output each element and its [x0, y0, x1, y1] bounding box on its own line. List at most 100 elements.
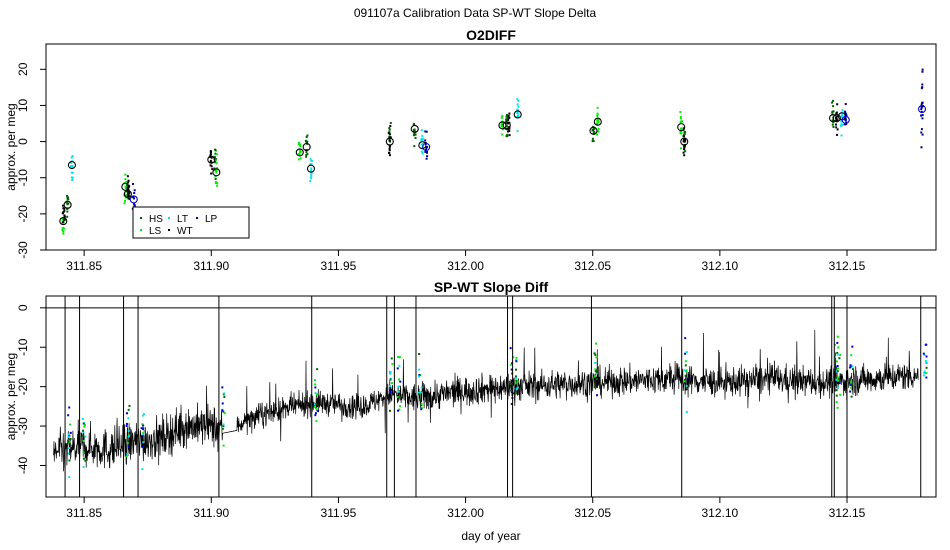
data-point-hs	[66, 198, 69, 201]
group-mean-marker	[67, 161, 76, 170]
spike-marker	[316, 409, 319, 412]
data-point-lp	[844, 118, 847, 121]
spike-marker	[390, 389, 393, 392]
spike-marker	[141, 423, 144, 426]
data-point-hs	[389, 122, 392, 125]
data-point-hs	[214, 177, 217, 180]
data-point-lp	[424, 150, 427, 153]
spike-marker	[398, 408, 401, 411]
data-point-ls	[680, 147, 683, 150]
spike-marker	[127, 417, 130, 420]
spike-marker	[924, 360, 927, 363]
data-point-lt	[70, 171, 73, 174]
spike-marker	[922, 352, 925, 355]
data-point-wt	[387, 132, 390, 135]
data-point-hs	[388, 128, 391, 131]
spike-marker	[593, 375, 596, 378]
spike-marker	[836, 376, 839, 379]
data-point-hs	[213, 148, 216, 151]
spike-marker	[510, 368, 513, 371]
data-point-ls	[298, 141, 301, 144]
data-point-ls	[595, 133, 598, 136]
data-point-lt	[421, 139, 424, 142]
group-mean-marker	[418, 141, 427, 150]
spike-marker	[683, 369, 686, 372]
data-point-wt	[835, 111, 838, 114]
spike-marker	[397, 355, 400, 358]
data-point-ls	[123, 199, 126, 202]
data-point-wt	[63, 214, 66, 217]
data-point-hs	[506, 133, 509, 136]
data-point-wt	[388, 147, 391, 150]
spike-marker	[684, 364, 687, 367]
data-point-ls	[123, 202, 126, 205]
data-point-lt	[71, 164, 74, 167]
data-point-hs	[412, 122, 415, 125]
data-point-lp	[921, 133, 924, 136]
data-point-wt	[388, 154, 391, 157]
data-point-ls	[214, 159, 217, 162]
spike-marker	[835, 367, 838, 370]
data-point-hs	[66, 203, 69, 206]
data-point-ls	[125, 180, 128, 183]
data-point-lt	[71, 166, 74, 169]
data-point-lt	[516, 108, 519, 111]
data-point-wt	[209, 159, 212, 162]
spike-marker	[851, 381, 854, 384]
spike-marker	[685, 384, 688, 387]
legend-marker-hs	[140, 217, 142, 219]
spike-marker	[835, 370, 838, 373]
y-tick-label: -30	[16, 417, 30, 435]
spike-marker	[836, 386, 839, 389]
spike-marker	[397, 390, 400, 393]
spike-marker	[389, 370, 392, 373]
spike-marker	[418, 353, 421, 356]
spike-marker	[925, 366, 928, 369]
data-point-hs	[505, 115, 508, 118]
data-point-wt	[62, 204, 65, 207]
data-point-ls	[680, 127, 683, 130]
data-point-ls	[502, 128, 505, 131]
data-point-hs	[304, 139, 307, 142]
data-point-hs	[388, 127, 391, 130]
x-tick-label: 311.85	[66, 506, 102, 520]
data-point-ls	[299, 145, 302, 148]
spike-marker	[686, 388, 689, 391]
spike-marker	[509, 383, 512, 386]
data-point-ls	[597, 130, 600, 133]
spike-marker	[68, 434, 71, 437]
spike-marker	[835, 401, 838, 404]
data-point-wt	[683, 145, 686, 148]
data-point-ls	[500, 116, 503, 119]
data-point-wt	[388, 133, 391, 136]
data-point-lp	[133, 192, 136, 195]
data-point-wt	[683, 139, 686, 142]
data-point-hs	[413, 132, 416, 135]
data-point-wt	[210, 172, 213, 175]
data-point-hs	[125, 184, 128, 187]
data-point-wt	[389, 125, 392, 128]
data-point-ls	[299, 150, 302, 153]
data-point-wt	[836, 133, 839, 136]
spike-marker	[420, 386, 423, 389]
group-mean-marker	[513, 110, 522, 119]
y-tick-label: 10	[16, 98, 30, 112]
spike-marker	[515, 356, 518, 359]
data-point-wt	[682, 151, 685, 154]
spike-marker	[925, 372, 928, 375]
spike-marker	[923, 374, 926, 377]
data-point-wt	[209, 164, 212, 167]
spike-marker	[142, 441, 145, 444]
spike-marker	[69, 423, 72, 426]
data-point-lp	[843, 123, 846, 126]
data-point-lt	[70, 165, 73, 168]
spike-marker	[127, 435, 130, 438]
spike-marker	[510, 363, 513, 366]
data-point-wt	[508, 112, 511, 115]
data-point-ls	[596, 122, 599, 125]
x-tick-label: 312.10	[702, 259, 739, 273]
data-point-ls	[215, 180, 218, 183]
data-point-wt	[211, 168, 214, 171]
spike-marker	[142, 413, 145, 416]
